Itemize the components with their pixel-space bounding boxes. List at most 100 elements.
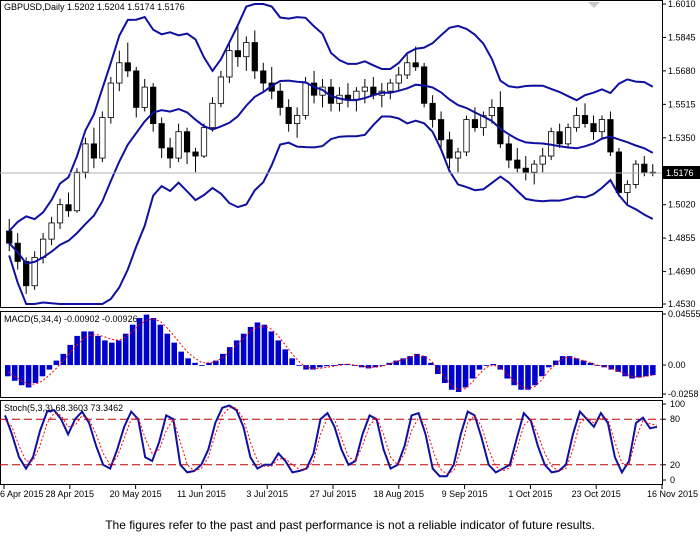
- macd-bar: [226, 347, 233, 366]
- macd-bar: [171, 342, 178, 366]
- macd-bar: [504, 365, 510, 379]
- candle-body: [56, 204, 64, 224]
- macd-bar: [435, 365, 441, 375]
- macd-bar: [643, 365, 649, 377]
- candle-body: [353, 90, 360, 100]
- candle-body: [488, 106, 495, 116]
- macd-bar: [289, 358, 295, 366]
- macd-bar: [365, 365, 372, 369]
- last-price-tag: [663, 166, 700, 179]
- macd-bar: [310, 365, 316, 370]
- candle-body: [556, 131, 563, 145]
- stoch-label: Stoch(5,3,3) 68.3603 73.3462: [4, 403, 123, 413]
- candle-body: [23, 261, 30, 287]
- macd-bar: [421, 356, 427, 366]
- macd-bar: [324, 365, 330, 367]
- candle-body: [344, 94, 352, 100]
- stoch-tick-label: 0: [670, 475, 675, 485]
- candle-body: [590, 123, 597, 133]
- candle-body: [437, 119, 445, 141]
- candle-body: [539, 155, 546, 165]
- candle-body: [99, 117, 106, 159]
- macd-bar: [539, 365, 545, 377]
- macd-bar: [546, 365, 552, 368]
- stoch-d-line: [4, 407, 658, 475]
- macd-bar: [115, 340, 122, 366]
- candle-body: [124, 62, 131, 72]
- macd-bar: [164, 333, 171, 366]
- disclaimer-text: The figures refer to the past and past p…: [105, 518, 595, 532]
- price-tick-label: 1.6010: [668, 0, 696, 9]
- macd-tick-label: 0.00: [668, 360, 686, 370]
- candle-body: [167, 147, 174, 159]
- candle-body: [412, 62, 419, 68]
- price-tick-label: 1.4690: [668, 267, 696, 277]
- time-tick-label: 23 Oct 2015: [572, 489, 621, 499]
- candle-body: [48, 222, 55, 240]
- macd-bar: [46, 365, 53, 370]
- macd-bar: [109, 342, 115, 366]
- candle-body: [564, 127, 572, 145]
- macd-bar: [275, 340, 282, 366]
- macd-bar: [490, 363, 497, 366]
- macd-bar: [213, 360, 219, 366]
- macd-bar: [629, 365, 635, 379]
- bollinger-bands: [8, 3, 654, 305]
- macd-bar: [331, 365, 337, 366]
- macd-bar: [469, 365, 476, 379]
- candle-body: [234, 50, 241, 58]
- macd-bar: [476, 365, 483, 370]
- candle-body: [471, 119, 479, 129]
- macd-bar: [74, 335, 80, 366]
- macd-tick-label: 0.04555: [668, 309, 700, 319]
- candle-body: [598, 119, 606, 133]
- candle-body: [615, 151, 623, 193]
- macd-bar: [566, 356, 573, 366]
- candle-body: [277, 90, 284, 108]
- candle-body: [90, 143, 98, 159]
- candle-body: [361, 86, 368, 92]
- macd-bar: [580, 360, 587, 366]
- last-price-value: 1.5176: [666, 168, 694, 178]
- price-tick-label: 1.5020: [668, 200, 696, 210]
- macd-bar: [32, 365, 39, 384]
- candle-body: [581, 115, 589, 124]
- stoch-axis: 100 80 20 0: [662, 399, 685, 485]
- macd-bar: [296, 365, 302, 366]
- macd-bar: [462, 365, 469, 388]
- macd-bar: [53, 360, 60, 366]
- candle-body: [294, 115, 301, 124]
- candle-body: [141, 86, 148, 108]
- candle-body: [183, 131, 191, 153]
- time-tick-label: 3 Jul 2015: [246, 489, 288, 499]
- macd-bar: [351, 365, 358, 366]
- price-tick-label: 1.4530: [668, 299, 696, 309]
- candle-body: [531, 163, 538, 173]
- lower-band: [8, 115, 654, 305]
- macd-bar: [39, 365, 46, 377]
- stoch-tick-label: 20: [670, 460, 680, 470]
- time-tick-label: 11 Jun 2015: [177, 489, 226, 499]
- time-tick-label: 1 Oct 2015: [508, 489, 552, 499]
- candle-body: [573, 115, 580, 129]
- candle-body: [514, 159, 521, 169]
- macd-bar: [559, 356, 566, 366]
- macd-bar: [615, 365, 621, 372]
- candle-body: [404, 62, 411, 76]
- candle-body: [226, 50, 233, 78]
- macd-bar: [282, 349, 288, 366]
- macd-bar: [483, 365, 490, 366]
- candle-body: [463, 119, 470, 153]
- candles: [6, 26, 656, 294]
- candle-body: [200, 127, 208, 157]
- candle-body: [116, 62, 123, 84]
- time-tick-label: 18 Aug 2015: [374, 489, 425, 499]
- macd-bar: [622, 365, 628, 377]
- macd-bar: [199, 365, 205, 366]
- stochastic-lines: [0, 404, 662, 478]
- macd-bar: [636, 365, 642, 378]
- candle-body: [82, 143, 89, 173]
- time-tick-label: 6 Apr 2015: [0, 489, 44, 499]
- price-axis: 1.6010 1.5845 1.5680 1.5515 1.5350 1.5020 1.48…: [662, 0, 696, 309]
- candle-body: [192, 151, 199, 157]
